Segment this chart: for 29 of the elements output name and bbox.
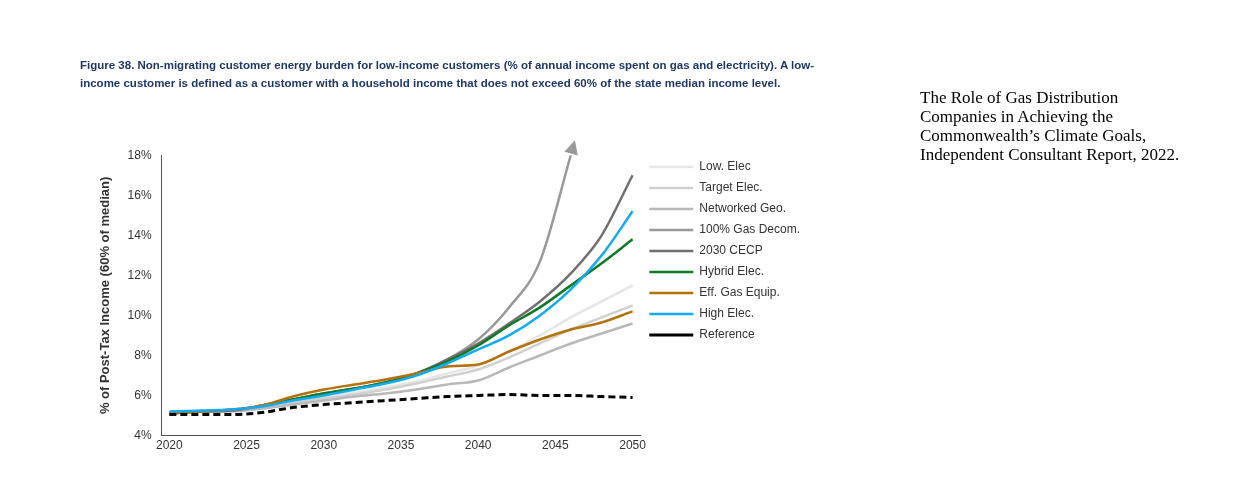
legend-label: Networked Geo. [699,201,787,216]
x-tick-label: 2050 [619,438,647,453]
y-tick-label: 18% [127,147,152,162]
chart-title: Figure 38. Non-migrating customer energy burden for low-income customers (% of annual income spent on gas and electricity). A low-income customer is defined as a customer with a household income that does not exceed 60% of the state median income level. [80,58,815,91]
x-tick-label: 2030 [310,438,338,453]
legend-label: 2030 CECP [699,243,763,258]
y-tick-label: 4% [134,427,152,442]
line-series [167,393,635,417]
legend-label: Target Elec. [699,180,763,195]
y-tick-label: 8% [134,347,152,362]
y-tick-label: 12% [127,267,152,282]
legend-label: Reference [699,327,755,342]
x-tick-label: 2025 [233,438,261,453]
x-tick-label: 2045 [542,438,570,453]
legend-label: High Elec. [699,306,754,321]
text: The Role of Gas Distribution Companies in Achieving the Commonwealth’s Climate Goals, Independent Consultant Report, 2022. [920,88,1181,164]
x-tick-label: 2035 [387,438,415,453]
y-tick-label: 14% [127,227,152,242]
line-series [168,210,634,413]
y-tick-label: 16% [127,187,152,202]
y-tick-label: 10% [127,307,152,322]
y-axis-title: % of Post-Tax Income (60% of median) [97,176,113,415]
x-tick-label: 2020 [155,438,184,453]
legend-label: 100% Gas Decom. [699,222,801,237]
legend-label: Hybrid Elec. [699,264,764,279]
legend-label: Low. Elec [699,159,751,174]
x-tick-label: 2040 [464,438,492,453]
y-tick-label: 6% [134,387,152,402]
legend-label: Eff. Gas Equip. [699,285,780,300]
